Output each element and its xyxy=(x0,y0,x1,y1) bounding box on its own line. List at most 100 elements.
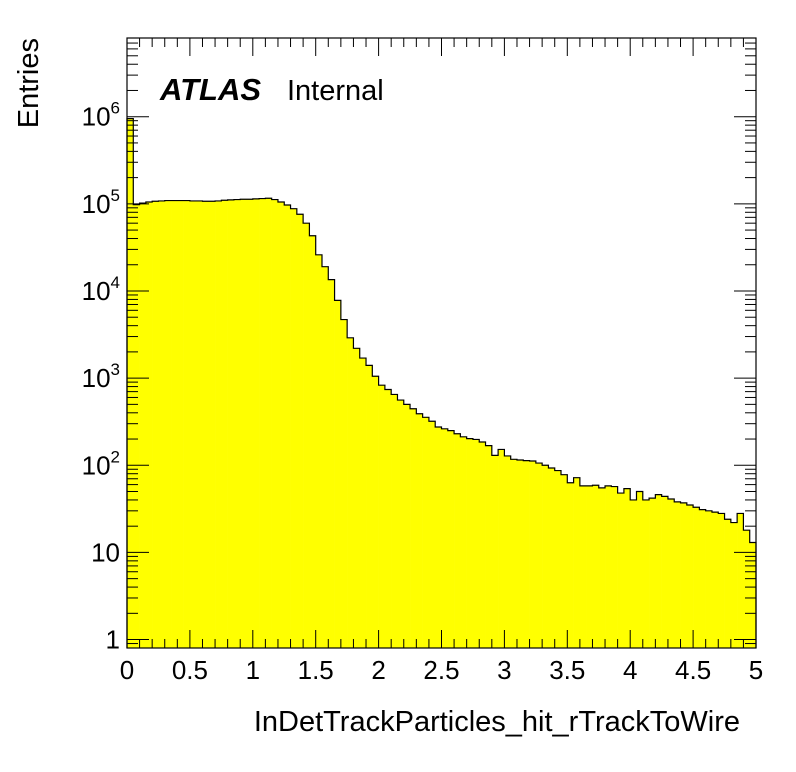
histogram-bar xyxy=(321,266,329,648)
histogram-bar xyxy=(605,485,612,648)
histogram-bar xyxy=(447,430,455,648)
histogram-bar xyxy=(334,300,342,648)
x-tick-label: 1 xyxy=(246,655,260,685)
histogram-bar xyxy=(523,460,530,648)
histogram-bar xyxy=(340,319,348,648)
x-tick-labels: 0 0.5 1 1.5 2 2.5 3 3.5 4 4.5 5 xyxy=(120,655,763,685)
histogram-bar xyxy=(384,389,392,648)
histogram-bar xyxy=(397,400,405,648)
histogram-bar xyxy=(592,485,600,648)
x-tick-label: 4 xyxy=(623,655,637,685)
y-tick-label: 105 xyxy=(82,186,120,219)
histogram-bar xyxy=(711,512,719,648)
histogram-bar xyxy=(642,499,650,648)
histogram-bar xyxy=(177,200,184,648)
y-tick-label: 103 xyxy=(82,360,120,393)
x-tick-label: 2 xyxy=(371,655,385,685)
histogram-bar xyxy=(152,201,159,648)
histogram-bar xyxy=(145,201,153,649)
x-tick-label: 3 xyxy=(497,655,511,685)
x-tick-label: 5 xyxy=(749,655,763,685)
histogram-bar xyxy=(454,433,461,648)
histogram-bar xyxy=(718,513,725,648)
histogram-bar xyxy=(636,491,644,648)
y-tick-labels: 1 10 102 103 104 105 106 xyxy=(82,99,120,655)
histogram-bar xyxy=(164,200,172,648)
y-tick-label: 102 xyxy=(82,447,120,480)
histogram-bar xyxy=(674,501,681,648)
x-tick-label: 1.5 xyxy=(298,655,334,685)
y-ticks xyxy=(127,37,756,649)
histogram-bar xyxy=(472,439,480,648)
histogram-bar xyxy=(347,337,354,648)
histogram-bar xyxy=(705,510,713,648)
histogram-bar xyxy=(127,118,134,648)
histogram-bar xyxy=(378,385,386,648)
y-tick-label: 106 xyxy=(82,99,120,132)
x-tick-label: 3.5 xyxy=(549,655,585,685)
histogram-bar xyxy=(466,438,474,648)
histogram-bar xyxy=(246,199,254,648)
histogram-bar xyxy=(422,417,430,648)
histogram-bar xyxy=(366,365,373,648)
histogram-bar xyxy=(158,200,166,648)
histogram-bar xyxy=(359,358,367,648)
histogram-bar xyxy=(693,507,700,648)
histogram-bar xyxy=(623,488,631,648)
histogram-bars xyxy=(127,118,757,649)
histogram-bar xyxy=(208,201,216,648)
histogram-bar xyxy=(504,455,511,648)
histogram-bar xyxy=(189,200,197,648)
histogram-bar xyxy=(353,348,361,648)
histogram-bar xyxy=(202,201,210,648)
histogram-bar xyxy=(485,445,493,648)
histogram-bar xyxy=(579,485,587,648)
histogram-bar xyxy=(730,522,738,648)
histogram-bar xyxy=(284,204,291,649)
histogram-bar xyxy=(252,198,260,648)
histogram-bar xyxy=(403,404,411,648)
histogram-bar xyxy=(630,499,637,648)
histogram-bar xyxy=(391,394,398,648)
y-tick-label: 104 xyxy=(82,273,120,306)
histogram-bar xyxy=(617,493,625,648)
histogram-bar xyxy=(227,199,235,648)
histogram-bar xyxy=(510,459,518,648)
histogram-bar xyxy=(743,530,751,648)
histogram-bar xyxy=(139,203,147,648)
histogram-bar xyxy=(535,463,543,648)
histogram-bar xyxy=(724,519,732,648)
histogram-bar xyxy=(277,201,285,649)
x-tick-label: 4.5 xyxy=(675,655,711,685)
atlas-label: ATLAS xyxy=(159,72,261,107)
histogram-bar xyxy=(749,542,757,648)
histogram-bar xyxy=(573,477,581,648)
histogram-bar xyxy=(372,376,379,648)
histogram-bar xyxy=(498,449,505,648)
histogram-bar xyxy=(737,513,744,648)
histogram-bar xyxy=(328,279,335,648)
histogram-bar xyxy=(611,486,618,648)
histogram-bar xyxy=(699,509,706,648)
histogram-bar xyxy=(655,494,662,648)
histogram-bar xyxy=(265,198,272,648)
histogram-bar xyxy=(586,485,593,648)
histogram-bar xyxy=(661,496,669,648)
histogram-bar xyxy=(290,208,298,648)
histogram-bar xyxy=(554,470,562,648)
histogram-bar xyxy=(529,460,537,648)
histogram-bar xyxy=(567,482,574,648)
histogram-bar xyxy=(441,428,449,648)
histogram-bar xyxy=(542,465,549,648)
histogram-bar xyxy=(215,200,222,648)
histogram-bar xyxy=(233,199,241,649)
histogram-bar xyxy=(491,455,499,648)
histogram-bar xyxy=(315,254,323,648)
histogram-bar xyxy=(680,502,688,648)
histogram-bar xyxy=(649,498,656,648)
histogram-bar xyxy=(428,421,436,648)
histogram-bar xyxy=(479,441,486,648)
histogram-bar xyxy=(259,198,266,649)
x-tick-label: 0.5 xyxy=(172,655,208,685)
